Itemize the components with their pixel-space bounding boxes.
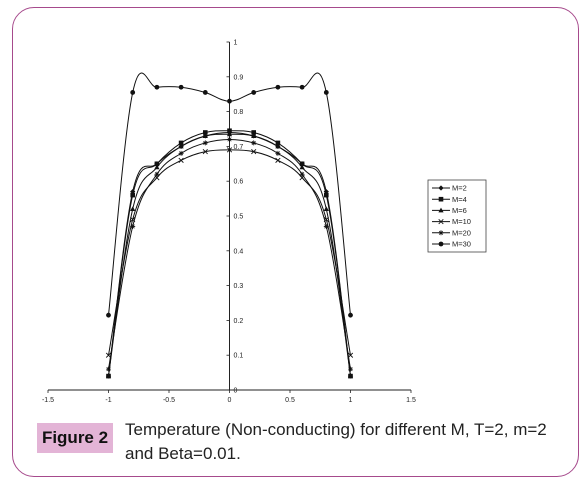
data-point — [154, 161, 160, 167]
y-tick-label: 0.6 — [234, 179, 244, 186]
data-point — [251, 149, 257, 155]
data-point — [178, 157, 184, 163]
data-point — [251, 90, 257, 95]
y-tick-label: 0.3 — [234, 283, 244, 290]
y-tick-label: 0.2 — [234, 318, 244, 325]
data-point — [275, 150, 281, 156]
data-point — [227, 136, 232, 142]
data-point — [299, 84, 305, 90]
data-point — [251, 130, 256, 135]
data-point — [130, 90, 136, 95]
legend-marker — [438, 241, 444, 247]
data-point — [154, 84, 160, 90]
legend-label: M=6 — [452, 206, 467, 215]
legend-label: M=20 — [452, 228, 471, 237]
legend-marker — [438, 230, 444, 236]
y-tick-label: 0.9 — [234, 74, 244, 81]
legend-box — [427, 179, 487, 253]
data-point — [324, 192, 329, 198]
legend-label: M=4 — [452, 195, 467, 204]
data-point — [275, 84, 281, 90]
data-point — [202, 133, 208, 138]
data-point — [227, 128, 232, 134]
legend-marker — [438, 196, 444, 202]
x-tick-label: -1 — [105, 397, 111, 404]
data-point — [348, 366, 353, 372]
data-point — [251, 140, 257, 146]
x-tick-label: 1.5 — [406, 397, 416, 404]
data-point — [299, 161, 305, 167]
data-point — [275, 143, 281, 149]
data-point — [226, 131, 233, 137]
y-tick-label: 0 — [234, 388, 238, 395]
legend-label: M=30 — [452, 240, 471, 249]
data-point — [348, 312, 353, 318]
data-point — [347, 373, 354, 379]
x-tick-label: 0 — [228, 397, 232, 404]
y-tick-label: 0.7 — [234, 144, 244, 151]
data-point — [203, 130, 208, 135]
data-point — [178, 143, 184, 149]
figure-label: Figure 2 — [37, 423, 113, 453]
data-point — [178, 84, 184, 90]
data-point — [106, 366, 111, 372]
data-point — [323, 223, 329, 229]
data-point — [299, 164, 305, 170]
data-point — [178, 150, 184, 156]
y-tick-label: 0.4 — [234, 248, 244, 255]
x-tick-label: -1.5 — [42, 397, 54, 404]
data-point — [299, 171, 305, 177]
data-point — [323, 206, 329, 212]
y-tick-label: 0.5 — [234, 214, 244, 221]
caption-text: Temperature (Non-conducting) for differe… — [125, 420, 547, 463]
x-tick-label: -0.5 — [163, 397, 175, 404]
data-point — [154, 171, 160, 177]
data-point — [323, 90, 329, 95]
y-tick-label: 0.8 — [234, 109, 244, 116]
data-point — [106, 312, 111, 318]
data-point — [105, 373, 112, 379]
data-point — [202, 149, 208, 155]
data-point — [227, 98, 232, 104]
y-tick-label: 0.1 — [234, 353, 244, 360]
legend-marker — [438, 218, 444, 225]
data-point — [178, 140, 184, 146]
legend-label: M=2 — [452, 184, 467, 193]
x-tick-label: 0.5 — [285, 397, 295, 404]
legend-marker — [438, 185, 444, 191]
data-point — [130, 206, 136, 212]
legend-label: M=10 — [452, 217, 471, 226]
legend-marker — [438, 207, 444, 213]
data-point — [275, 157, 281, 163]
data-point — [251, 133, 257, 138]
y-tick-label: 1 — [234, 40, 238, 47]
data-point — [202, 90, 208, 95]
data-point — [226, 147, 233, 153]
data-point — [202, 140, 208, 146]
x-tick-label: 1 — [349, 397, 353, 404]
data-point — [130, 192, 135, 198]
data-point — [154, 164, 160, 170]
data-point — [275, 140, 281, 146]
data-point — [130, 223, 136, 229]
